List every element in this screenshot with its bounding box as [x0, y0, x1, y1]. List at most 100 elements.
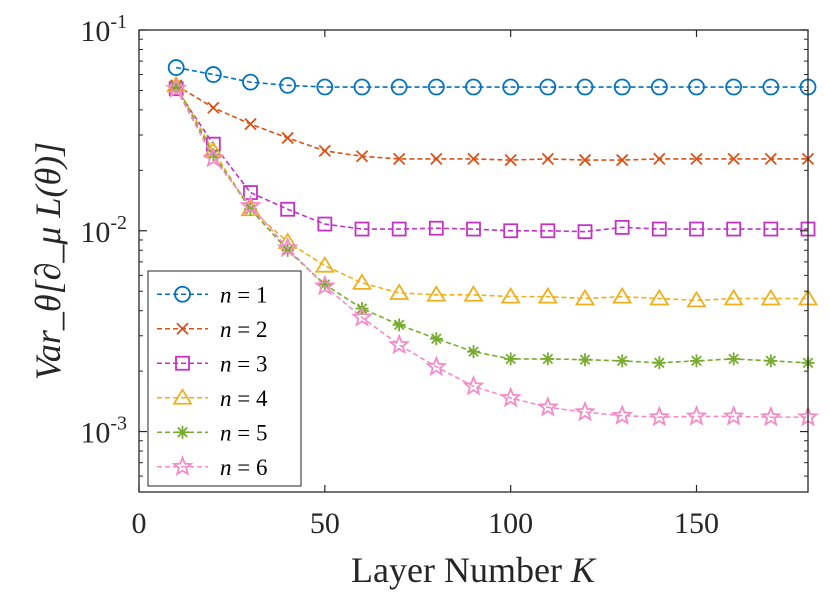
- data-point: [574, 400, 596, 422]
- data-point: [686, 290, 707, 308]
- data-point: [614, 219, 630, 235]
- series-line: [175, 88, 808, 418]
- data-point: [430, 152, 443, 166]
- x-tick-label: 0: [132, 507, 147, 540]
- data-point: [389, 283, 410, 300]
- legend-marker: [172, 388, 193, 405]
- legend-marker: [175, 355, 190, 371]
- data-point: [313, 274, 336, 296]
- data-point: [612, 286, 633, 304]
- data-point: [242, 73, 259, 91]
- data-point: [466, 221, 481, 237]
- data-point: [281, 131, 294, 145]
- data-point: [576, 78, 594, 96]
- data-point: [726, 221, 742, 237]
- data-point: [688, 78, 705, 96]
- data-point: [355, 150, 369, 163]
- data-point: [426, 285, 447, 302]
- data-point: [354, 221, 370, 237]
- data-point: [204, 66, 222, 83]
- data-point: [206, 147, 220, 161]
- data-point: [280, 201, 296, 217]
- data-point: [467, 152, 480, 166]
- legend-label: n = 3: [220, 351, 267, 376]
- data-point: [504, 352, 518, 366]
- legend-label: n = 5: [220, 420, 267, 445]
- data-point: [279, 76, 297, 94]
- x-axis-label-var: K: [570, 550, 597, 590]
- series-line: [175, 84, 808, 302]
- data-point: [393, 152, 406, 166]
- data-point: [244, 117, 257, 131]
- x-tick-label: 50: [310, 507, 340, 540]
- x-tick-label: 100: [488, 507, 533, 540]
- series-layer: [165, 59, 819, 427]
- data-point: [727, 152, 740, 166]
- data-point: [727, 352, 741, 366]
- legend-label: n = 6: [220, 455, 267, 480]
- data-point: [351, 273, 373, 290]
- data-point: [207, 101, 220, 114]
- data-point: [502, 78, 520, 96]
- legend-entry-3: n = 3: [157, 351, 267, 376]
- data-point: [428, 220, 444, 236]
- x-axis-label-text: Layer Number: [351, 550, 562, 590]
- data-point: [723, 288, 744, 306]
- data-point: [463, 285, 484, 302]
- data-point: [202, 146, 225, 168]
- data-point: [540, 223, 556, 239]
- legend-marker: [174, 285, 191, 303]
- y-axis-label: Var_θ[∂_μ L(θ)]: [28, 142, 68, 380]
- legend-label: n = 4: [220, 386, 268, 411]
- data-point: [503, 223, 519, 239]
- data-point: [536, 395, 559, 417]
- data-point: [390, 78, 408, 96]
- data-point: [690, 354, 703, 368]
- data-point: [541, 352, 555, 366]
- data-point: [650, 78, 668, 96]
- data-point: [648, 405, 671, 427]
- data-point: [651, 221, 667, 237]
- x-tick-label: 150: [674, 507, 719, 540]
- data-point: [392, 318, 406, 332]
- data-point: [467, 345, 480, 359]
- legend-label: n = 1: [220, 282, 267, 307]
- legend-marker: [171, 455, 194, 477]
- data-point: [685, 404, 708, 426]
- data-point: [318, 144, 331, 158]
- y-axis-label-text: Var_θ[∂_μ L(θ)]: [28, 142, 68, 380]
- data-point: [427, 78, 445, 96]
- data-point: [616, 153, 629, 167]
- legend-entry-6: n = 6: [157, 455, 267, 480]
- y-tick-label: 10-3: [80, 413, 127, 450]
- data-point: [429, 332, 443, 346]
- data-point: [574, 288, 596, 306]
- data-point: [239, 194, 262, 216]
- data-point: [276, 236, 299, 258]
- legend-entry-4: n = 4: [157, 386, 268, 411]
- legend-entry-5: n = 5: [157, 420, 267, 445]
- data-point: [351, 306, 373, 327]
- legend-entry-2: n = 2: [157, 317, 267, 342]
- data-point: [167, 59, 185, 76]
- data-point: [537, 286, 558, 304]
- data-point: [762, 78, 780, 96]
- y-tick-label: 10-1: [80, 11, 127, 48]
- legend-entry-1: n = 1: [157, 282, 267, 307]
- data-point: [577, 224, 593, 240]
- data-point: [316, 78, 334, 96]
- data-point: [764, 354, 778, 368]
- data-point: [764, 152, 777, 166]
- x-axis-label: Layer Number K: [351, 550, 597, 590]
- data-point: [763, 221, 779, 237]
- series-6: [165, 77, 819, 427]
- data-point: [318, 278, 332, 292]
- series-line: [175, 84, 808, 161]
- data-point: [578, 353, 592, 367]
- data-point: [314, 255, 335, 273]
- legend-marker: [176, 322, 189, 335]
- data-point: [317, 216, 333, 232]
- legend-marker: [176, 425, 189, 439]
